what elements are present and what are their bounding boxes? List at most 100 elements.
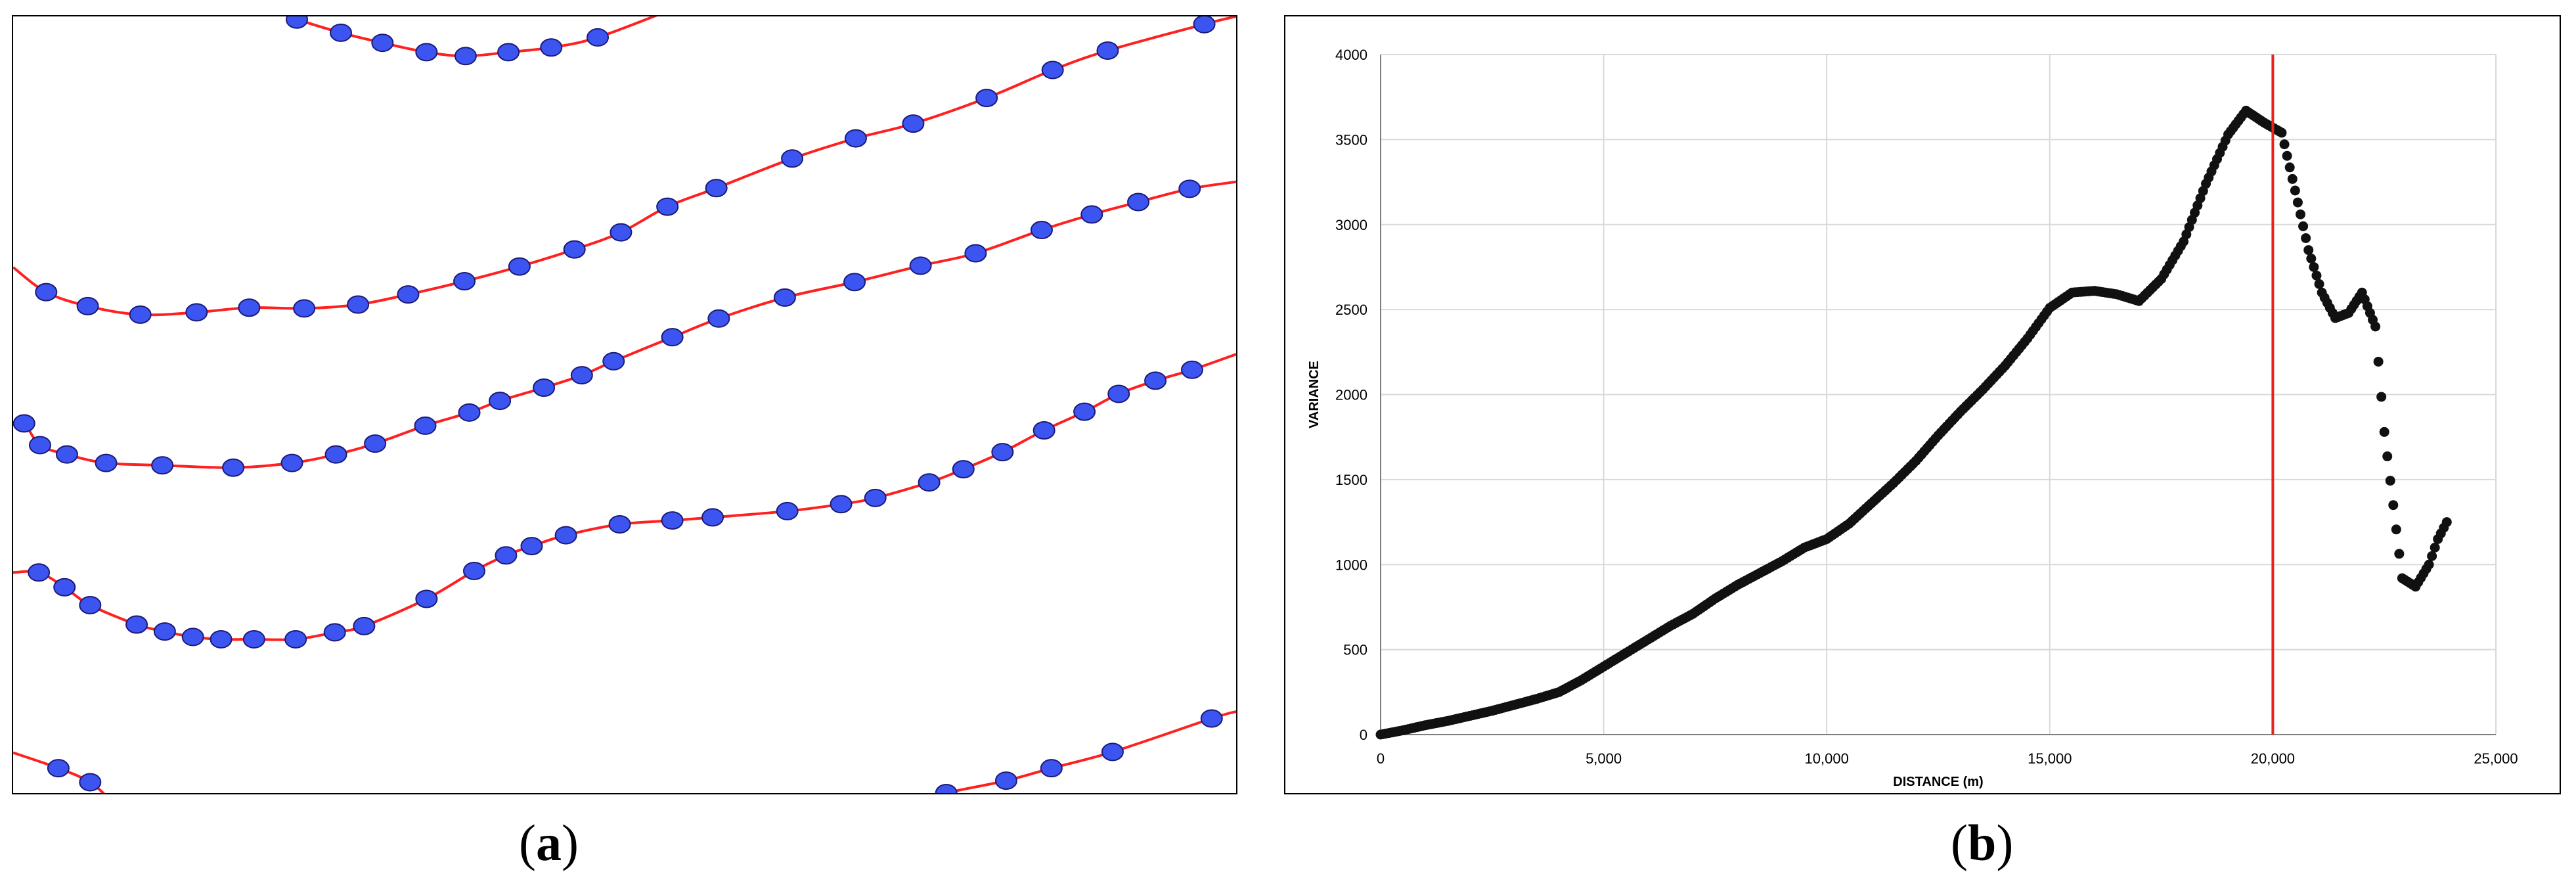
curve-point-1-2 [330, 23, 353, 42]
curve-point-3-15 [570, 366, 593, 385]
y-tick-label: 0 [1360, 727, 1367, 743]
curve-point-2-10 [453, 272, 476, 291]
panel-a-line-diagram [12, 15, 1237, 794]
curve-point-2-7 [293, 299, 316, 318]
variance-point [2279, 139, 2290, 150]
curve-point-2-17 [844, 129, 867, 148]
x-tick-label: 5,000 [1586, 750, 1622, 767]
curve-point-4-4 [79, 595, 102, 614]
curve-point-3-6 [151, 456, 174, 475]
curve-point-3-14 [533, 378, 556, 397]
y-tick-label: 1500 [1335, 472, 1367, 488]
panel-b-variance-chart: 0 500 1000 1500 2000 2500 3000 3500 4000 0 5,000 10… [1284, 15, 2561, 794]
curve-line-3 [13, 180, 1236, 469]
variance-point [2370, 321, 2381, 332]
curve-point-4-29 [1107, 384, 1130, 403]
variance-point [2379, 426, 2389, 437]
y-tick-label: 3500 [1335, 131, 1367, 148]
curve-point-4-31 [1180, 360, 1203, 379]
curve-point-4-23 [864, 488, 887, 507]
curve-point-6-5 [1101, 742, 1124, 762]
curve-point-4-13 [415, 589, 438, 608]
variance-point [2290, 185, 2300, 196]
curve-point-3-21 [909, 256, 932, 275]
variance-point [2298, 221, 2309, 231]
variance-point [2373, 356, 2384, 367]
curve-point-4-30 [1144, 371, 1167, 390]
curve-point-4-16 [520, 537, 543, 556]
curve-point-2-16 [781, 149, 804, 168]
curve-point-4-10 [284, 629, 307, 649]
x-tick-label: 10,000 [1805, 750, 1849, 767]
curve-line-4 [13, 353, 1236, 641]
curve-point-6-2 [935, 784, 958, 793]
curve-point-4-18 [608, 515, 631, 534]
curve-line-6 [941, 710, 1236, 793]
curve-point-3-8 [280, 453, 303, 472]
curve-line-5 [13, 751, 106, 793]
curve-point-2-9 [397, 285, 420, 304]
curve-point-1-5 [454, 47, 477, 66]
curve-point-2-11 [508, 257, 531, 276]
curve-point-4-26 [991, 443, 1014, 462]
curve-point-3-3 [28, 436, 51, 455]
curve-point-2-13 [610, 223, 633, 242]
curve-point-3-20 [843, 273, 866, 292]
curve-point-6-3 [994, 771, 1017, 790]
curve-line-1 [296, 16, 657, 58]
curve-point-1-6 [497, 43, 520, 62]
variance-point [2388, 500, 2399, 511]
curve-point-3-10 [364, 434, 387, 453]
variance-point [2282, 150, 2292, 161]
y-tick-label: 4000 [1335, 47, 1367, 63]
curve-point-2-4 [129, 305, 152, 324]
curve-point-3-16 [602, 352, 625, 371]
variance-point [2385, 476, 2395, 486]
curve-point-6-4 [1040, 759, 1063, 778]
curve-point-2-12 [563, 240, 586, 259]
curve-point-2-6 [238, 298, 261, 317]
variance-point [2284, 162, 2295, 173]
panel-a-plot [13, 16, 1236, 793]
curve-point-3-11 [414, 416, 437, 435]
curve-point-3-22 [964, 244, 987, 263]
curve-point-4-8 [210, 629, 233, 649]
curve-point-1-1 [285, 16, 308, 29]
curve-point-4-3 [53, 578, 76, 597]
variance-point [2424, 559, 2434, 570]
curve-point-2-15 [705, 179, 728, 198]
curve-point-4-27 [1033, 421, 1055, 440]
curve-point-4-24 [918, 473, 941, 492]
variance-point [2292, 197, 2303, 208]
curve-point-3-4 [55, 445, 78, 464]
x-tick-label: 20,000 [2251, 750, 2295, 767]
y-tick-label: 1000 [1335, 557, 1367, 573]
curve-point-3-17 [661, 328, 684, 347]
y-tick-label: 3000 [1335, 217, 1367, 233]
variance-point [2394, 549, 2405, 559]
curve-point-3-5 [95, 453, 118, 472]
curve-point-4-6 [153, 622, 176, 641]
curve-point-4-15 [495, 546, 518, 565]
curve-point-4-21 [776, 501, 799, 520]
curve-point-2-3 [76, 296, 99, 315]
curve-point-3-19 [773, 288, 796, 307]
variance-point [2296, 209, 2306, 219]
x-axis-title: DISTANCE (m) [1893, 775, 1983, 789]
variance-point [2306, 254, 2317, 263]
curve-point-2-19 [975, 89, 998, 108]
curve-point-1-7 [540, 38, 563, 57]
curve-point-2-21 [1096, 41, 1119, 60]
curve-point-3-23 [1030, 221, 1053, 240]
curve-point-3-12 [458, 403, 481, 422]
curve-point-4-22 [830, 495, 853, 514]
curve-point-4-25 [952, 460, 975, 479]
curve-point-4-9 [242, 629, 265, 649]
curve-point-3-25 [1127, 193, 1150, 212]
curve-point-5-2 [47, 759, 70, 778]
curve-point-4-12 [353, 616, 376, 635]
curve-point-3-24 [1080, 205, 1103, 224]
variance-point [2391, 524, 2401, 535]
panel-b-plot: 0 500 1000 1500 2000 2500 3000 3500 4000 0 5,000 10… [1307, 47, 2518, 789]
curve-point-3-7 [222, 458, 245, 477]
